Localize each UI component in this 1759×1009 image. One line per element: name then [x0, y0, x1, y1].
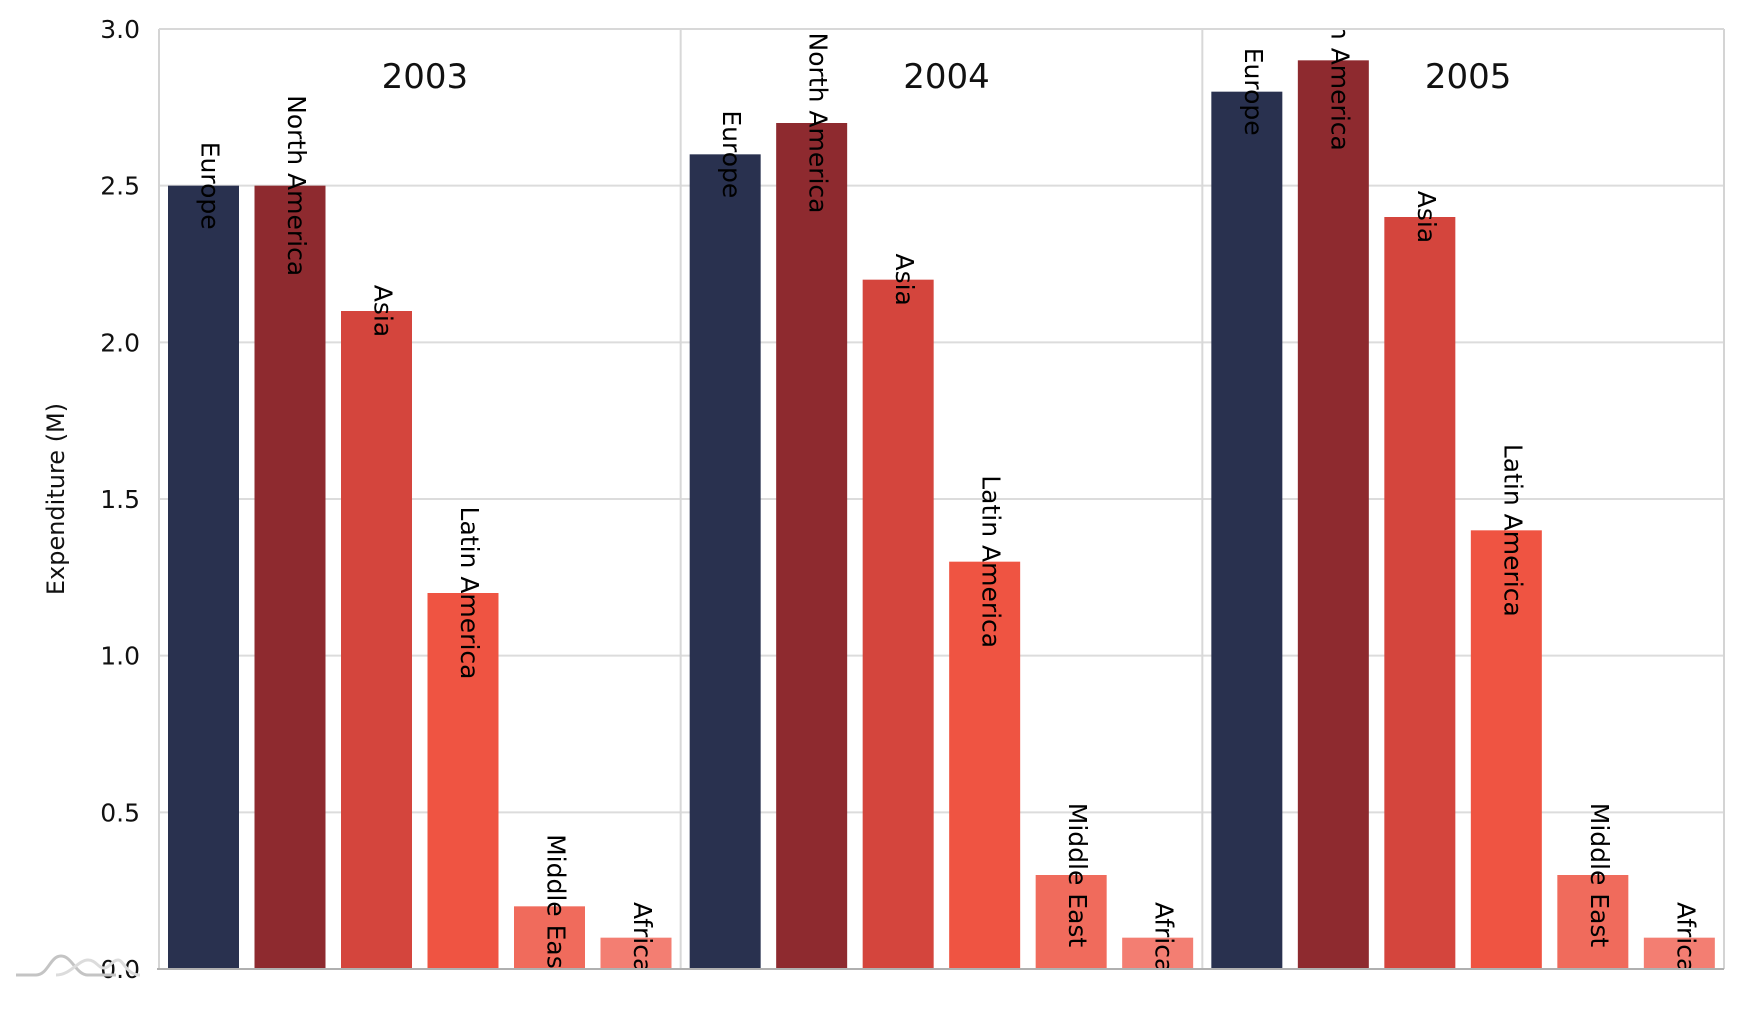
- bar-asia-2003: [341, 311, 412, 969]
- bar-label: Asia: [1412, 191, 1441, 243]
- bar-europe-2003: [168, 185, 239, 969]
- bar-africa-2004: [1122, 937, 1194, 969]
- bar-africa-2003: [600, 937, 672, 969]
- bar-label: Africa: [1671, 902, 1700, 973]
- bar-label: North America: [1325, 0, 1354, 151]
- bar-label: Africa: [628, 902, 657, 973]
- bar-label: North America: [282, 95, 311, 276]
- bar-label: Europe: [1239, 48, 1268, 136]
- y-tick-label: 2.0: [100, 328, 140, 357]
- bar-middle-east-2003: [514, 906, 585, 969]
- bar-label: Latin America: [1498, 444, 1527, 617]
- y-tick-label: 0.5: [100, 798, 140, 827]
- bar-middle-east-2004: [1035, 875, 1107, 969]
- bar-latin-america-2004: [949, 561, 1021, 969]
- bar-label: Asia: [890, 253, 919, 305]
- bar-labels: Europe North America Asia Latin America Midd…: [196, 0, 1701, 979]
- bar-label: Europe: [196, 142, 225, 230]
- bar-asia-2005: [1384, 217, 1456, 969]
- y-tick-label: 1.0: [100, 642, 140, 671]
- bars: [168, 60, 1715, 970]
- bar-latin-america-2003: [427, 593, 499, 969]
- bar-africa-2005: [1643, 937, 1715, 969]
- bar-middle-east-2005: [1557, 875, 1629, 969]
- bar-europe-2005: [1211, 91, 1283, 969]
- bar-latin-america-2005: [1470, 530, 1542, 969]
- wave-logo-icon: [16, 954, 141, 977]
- bar-north-america-2004: [776, 123, 848, 969]
- bar-north-america-2005: [1297, 60, 1369, 970]
- panel-title-2003: 2003: [382, 57, 469, 97]
- y-tick-label: 1.5: [100, 485, 140, 514]
- bar-label: Asia: [369, 285, 398, 337]
- bar-label: Middle East: [1063, 803, 1092, 948]
- y-axis-title: Expenditure (M): [42, 403, 70, 595]
- bar-europe-2004: [689, 154, 761, 970]
- bar-asia-2004: [862, 279, 934, 970]
- panel-title-2004: 2004: [903, 57, 990, 97]
- bar-label: Latin America: [977, 475, 1006, 648]
- bar-label: Africa: [1150, 902, 1179, 973]
- panel-title-2005: 2005: [1425, 57, 1512, 97]
- bar-label: Middle East: [542, 834, 571, 979]
- bar-label: Middle East: [1585, 803, 1614, 948]
- bar-label: Latin America: [455, 507, 484, 680]
- bar-label: North America: [804, 33, 833, 214]
- y-tick-label: 3.0: [100, 15, 140, 44]
- y-tick-label: 2.5: [100, 172, 140, 201]
- bar-label: Europe: [717, 110, 746, 198]
- bar-north-america-2003: [254, 185, 326, 969]
